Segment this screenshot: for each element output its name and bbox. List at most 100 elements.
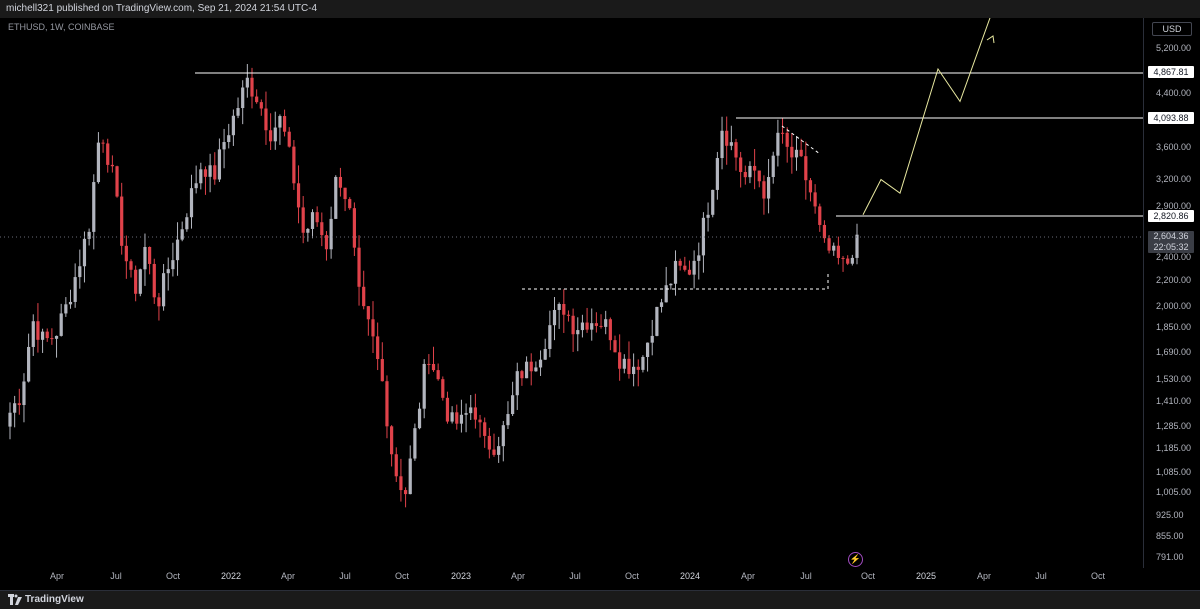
candle-up: [245, 77, 249, 88]
candle-up: [334, 176, 338, 219]
candle-up: [832, 245, 836, 251]
candle-up: [231, 115, 235, 136]
time-axis[interactable]: Apr Jul Oct 2022 Apr Jul Oct 2023 Apr Jul Oct 2024 A…: [0, 568, 1143, 584]
time-axis-label: Jul: [800, 571, 812, 581]
candle-up: [408, 458, 412, 495]
candle-up: [64, 304, 68, 314]
candle-down: [841, 257, 845, 259]
candle-up: [73, 277, 77, 302]
candle-up: [329, 218, 333, 250]
candle-down: [678, 260, 682, 266]
price-axis-label: 925.00: [1156, 509, 1184, 520]
candle-up: [711, 189, 715, 215]
candle-up: [511, 395, 515, 415]
price-axis-label: 791.00: [1156, 552, 1184, 563]
price-axis-label: 855.00: [1156, 531, 1184, 542]
candle-up: [576, 330, 580, 335]
candle-down: [529, 361, 533, 372]
candle-down: [636, 366, 640, 370]
candle-up: [548, 325, 552, 349]
candle-down: [250, 77, 254, 97]
candle-down: [124, 245, 128, 262]
candle-up: [92, 182, 96, 232]
candle-up: [469, 407, 473, 414]
candle-down: [627, 358, 631, 375]
candle-down: [101, 142, 105, 144]
footer: TradingView: [0, 590, 1200, 609]
candle-down: [725, 130, 729, 146]
candle-down: [445, 397, 450, 422]
candle-down: [790, 146, 794, 158]
time-axis-label: Oct: [394, 571, 410, 581]
candle-down: [287, 131, 291, 147]
candlestick-chart[interactable]: [0, 18, 1143, 568]
price-axis-label: 1,410.00: [1156, 395, 1192, 406]
candle-up: [590, 323, 594, 330]
candle-up: [180, 229, 184, 240]
price-axis-label: 1,005.00: [1156, 487, 1192, 498]
price-axis-label: 1,850.00: [1156, 322, 1192, 333]
candle-up: [185, 217, 189, 230]
candle-up: [27, 346, 31, 382]
time-axis-label: 2022: [220, 571, 242, 581]
time-axis-label: Oct: [624, 571, 640, 581]
candle-up: [96, 142, 101, 183]
candle-up: [138, 269, 142, 294]
candle-up: [794, 149, 799, 158]
candle-up: [40, 331, 45, 340]
candle-up: [464, 413, 468, 415]
candle-up: [771, 155, 775, 178]
candle-up: [497, 446, 501, 455]
candle-up: [241, 87, 245, 109]
price-axis[interactable]: 5,200.00 4,400.00 3,600.00 3,200.00 2,900.00…: [1143, 18, 1200, 568]
candle-down: [148, 246, 152, 264]
candle-down: [594, 323, 598, 326]
candle-down: [687, 269, 692, 275]
candle-up: [515, 371, 519, 396]
candle-down: [757, 170, 761, 182]
currency-selector[interactable]: USD: [1152, 22, 1192, 36]
time-axis-label: Oct: [165, 571, 181, 581]
candle-down: [36, 321, 40, 340]
candle-up: [450, 412, 454, 422]
candle-down: [120, 196, 124, 246]
candle-up: [217, 149, 222, 180]
time-axis-label: 2024: [679, 571, 701, 581]
candle-down: [385, 381, 389, 427]
candle-up: [645, 342, 650, 358]
candle-down: [269, 130, 273, 142]
candle-up: [8, 412, 12, 427]
candle-up: [673, 260, 678, 284]
price-axis-label: 1,285.00: [1156, 420, 1192, 431]
candle-down: [403, 490, 408, 495]
brand-name: TradingView: [25, 594, 84, 605]
candle-down: [338, 176, 343, 188]
candle-up: [161, 273, 166, 307]
candle-down: [296, 183, 301, 208]
time-axis-label: Oct: [1090, 571, 1106, 581]
trendline-dashed[interactable]: [781, 125, 821, 155]
candle-down: [380, 359, 384, 382]
candle-up: [199, 169, 203, 184]
candle-up: [776, 132, 780, 156]
candle-up: [720, 130, 724, 159]
level-tag-resistance: 2,820.86: [1148, 210, 1194, 222]
candle-up: [413, 428, 417, 459]
candle-down: [478, 419, 482, 423]
candle-down: [813, 192, 817, 207]
candle-up: [306, 228, 310, 233]
publisher-bar: michell321 published on TradingView.com,…: [0, 0, 1200, 18]
price-axis-label: 2,400.00: [1156, 251, 1192, 262]
candle-down: [45, 331, 49, 339]
candle-up: [701, 217, 706, 256]
chart-area[interactable]: [0, 18, 1143, 568]
candle-down: [352, 208, 356, 248]
lightning-icon[interactable]: ⚡: [848, 552, 863, 567]
projection-path[interactable]: [862, 18, 993, 215]
candle-down: [106, 143, 110, 165]
candle-down: [264, 108, 268, 131]
symbol-info[interactable]: ETHUSD, 1W, COINBASE: [8, 22, 115, 32]
candle-down: [520, 371, 524, 379]
candle-up: [143, 246, 147, 270]
candle-down: [357, 247, 361, 287]
